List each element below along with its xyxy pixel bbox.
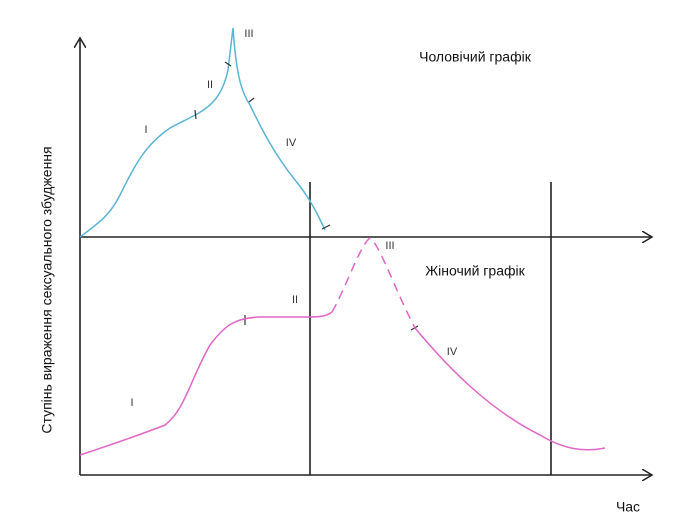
phase-label: II: [207, 79, 213, 91]
male-curve: [79, 27, 326, 238]
phase-label: III: [244, 28, 253, 40]
y-axis-label: Ступінь вираження сексуального збудження: [39, 146, 55, 433]
phase-label: I: [130, 397, 133, 409]
female-curve: [414, 327, 606, 451]
phase-label: II: [292, 294, 298, 306]
male-title: Чоловічий графік: [419, 49, 532, 65]
x-axis-label: Час: [616, 499, 640, 515]
female-curve-dashed: [331, 237, 416, 329]
phase-label: III: [385, 240, 394, 252]
female-title: Жіночий графік: [425, 263, 525, 279]
phase-label: IV: [286, 137, 297, 149]
phase-label: I: [144, 124, 147, 136]
phase-ticks: [194, 61, 419, 331]
female-curve: [79, 311, 333, 456]
phase-label: IV: [447, 346, 458, 358]
